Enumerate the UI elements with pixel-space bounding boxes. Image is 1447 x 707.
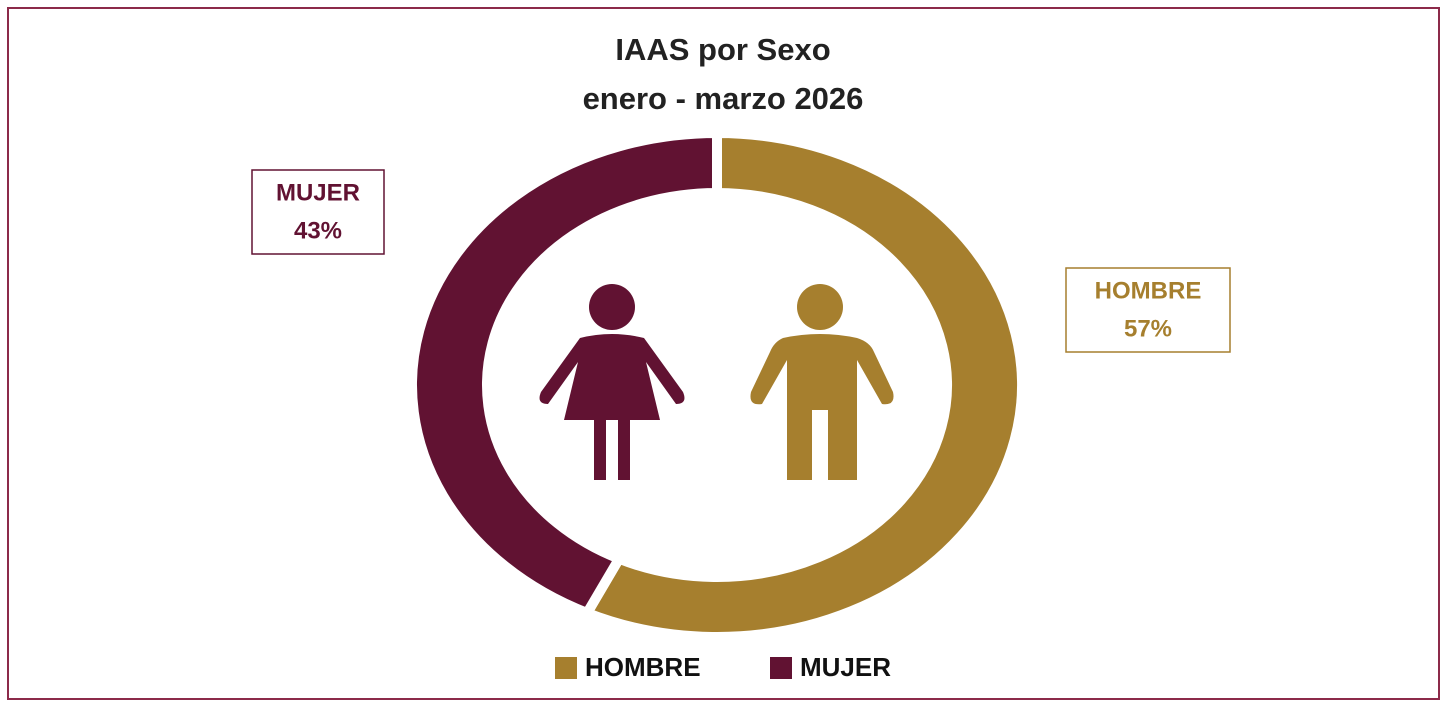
legend-label: MUJER [800,652,891,682]
data-label-category: MUJER [276,179,360,206]
chart-title: IAAS por Sexo [615,32,830,67]
donut-segment [579,127,1027,642]
data-label-box [1065,267,1231,353]
legend-swatch [555,657,577,679]
data-label-value: 43% [294,217,342,244]
data-label-category: HOMBRE [1095,277,1202,304]
man-icon [750,284,894,480]
woman-icon [539,284,685,480]
donut-segment [407,127,722,620]
legend-label: HOMBRE [585,652,701,682]
legend-swatch [770,657,792,679]
data-label-box [251,169,385,255]
data-label-value: 57% [1124,315,1172,342]
chart-subtitle: enero - marzo 2026 [583,81,864,116]
